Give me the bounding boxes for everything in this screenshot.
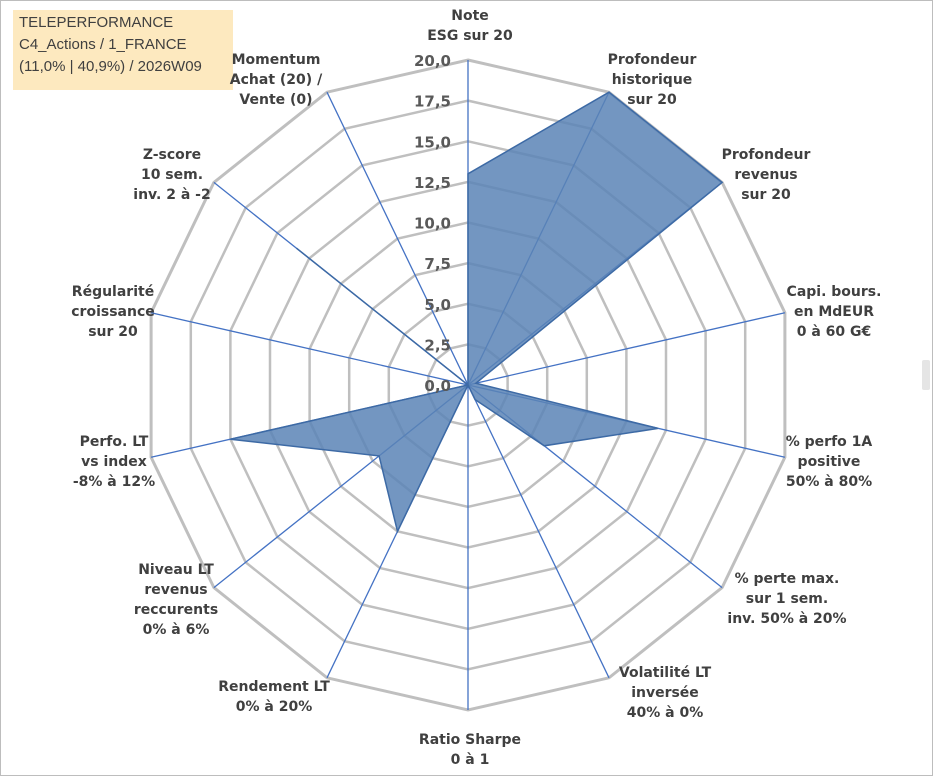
axis-label: Profondeur <box>722 147 811 163</box>
axis-label: % perte max. <box>735 571 840 587</box>
axis-label: Capi. bours. <box>787 284 882 300</box>
axis-label: Achat (20) / <box>230 72 323 88</box>
axis-label: Perfo. LT <box>80 434 149 450</box>
axis-label: 0 à 60 G€ <box>797 324 872 340</box>
axis-label: reccurents <box>134 602 218 618</box>
portfolio-label: C4_Actions / 1_FRANCE <box>19 36 187 53</box>
axis-label: 50% à 80% <box>786 474 872 490</box>
axis-spoke <box>326 91 469 386</box>
axis-label: Régularité <box>72 284 154 300</box>
axis-label: Vente (0) <box>239 92 312 108</box>
axis-label: ESG sur 20 <box>427 28 513 44</box>
radial-tick-label: 15,0 <box>414 133 451 151</box>
axis-label: sur 20 <box>627 92 677 108</box>
axis-label: revenus <box>144 582 207 598</box>
axis-label: 40% à 0% <box>627 705 703 721</box>
radial-tick-label: 10,0 <box>414 215 451 233</box>
chart-title-box: TELEPERFORMANCE C4_Actions / 1_FRANCE (1… <box>13 10 233 90</box>
axis-label: sur 1 sem. <box>746 591 828 607</box>
axis-label: inv. 2 à -2 <box>133 187 210 203</box>
radial-tick-label: 12,5 <box>414 174 451 192</box>
axis-label: revenus <box>734 167 797 183</box>
radial-tick-label: 7,5 <box>424 255 451 273</box>
axis-label: 0% à 20% <box>236 699 312 715</box>
radial-tick-label: 20,0 <box>414 52 451 70</box>
axis-label: 10 sem. <box>141 167 203 183</box>
axis-label: Rendement LT <box>218 679 330 695</box>
axis-label: inv. 50% à 20% <box>727 611 846 627</box>
axis-label: -8% à 12% <box>73 474 155 490</box>
axis-label: 0% à 6% <box>143 622 210 638</box>
axis-label: sur 20 <box>88 324 138 340</box>
radial-tick-label: 0,0 <box>424 377 451 395</box>
axis-spoke <box>150 312 469 386</box>
axis-label: historique <box>612 72 693 88</box>
axis-label: Z-score <box>143 147 201 163</box>
axis-label: sur 20 <box>741 187 791 203</box>
axis-label: vs index <box>81 454 147 470</box>
axis-label: positive <box>798 454 861 470</box>
axis-label: Profondeur <box>608 52 697 68</box>
axis-label: Ratio Sharpe <box>419 732 521 748</box>
axis-label: % perfo 1A <box>786 434 873 450</box>
radial-tick-label: 2,5 <box>424 336 451 354</box>
axis-label: Momentum <box>232 52 321 68</box>
axis-label: Note <box>451 8 489 24</box>
data-area <box>230 91 724 534</box>
company-name: TELEPERFORMANCE <box>19 14 174 31</box>
axis-label: Niveau LT <box>138 562 214 578</box>
scrollbar-thumb[interactable] <box>922 360 930 390</box>
period-label: (11,0% | 40,9%) / 2026W09 <box>19 58 202 75</box>
radial-tick-label: 5,0 <box>424 296 451 314</box>
axis-label: Volatilité LT <box>619 665 712 681</box>
axis-label: inversée <box>631 685 699 701</box>
radial-tick-label: 17,5 <box>414 93 451 111</box>
axis-label: 0 à 1 <box>451 752 490 768</box>
axis-label: en MdEUR <box>794 304 874 320</box>
axis-spoke <box>467 384 610 679</box>
axis-label: croissance <box>71 304 155 320</box>
axis-spoke <box>467 312 786 386</box>
